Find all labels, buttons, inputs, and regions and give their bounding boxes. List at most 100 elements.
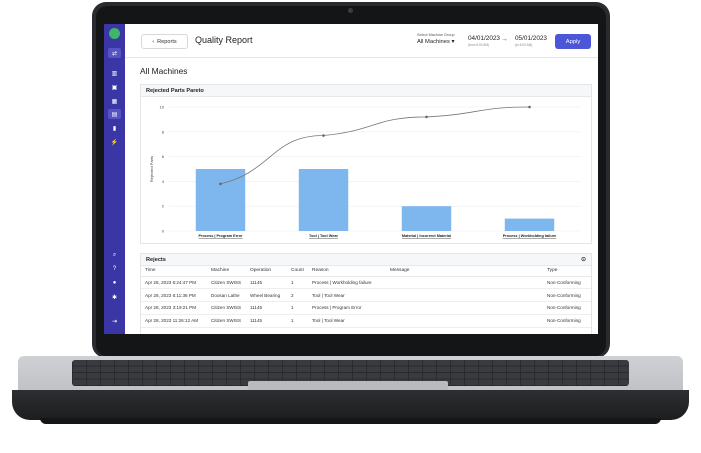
column-header-count[interactable]: Count <box>287 266 308 277</box>
cell-time: Apr 28, 2023 6:11:36 PM <box>141 288 207 303</box>
cell-count: 1 <box>287 276 308 290</box>
table-row[interactable]: Apr 28, 2023 6:24:47 PM Citizen SWISS 11… <box>141 276 591 290</box>
rejects-card-head: Rejects ⊙ <box>141 254 591 266</box>
chart-card-title: Rejected Parts Pareto <box>141 85 591 97</box>
y-tick-label: 6 <box>162 154 165 159</box>
cell-reason: Tool | Tool Wear <box>308 314 386 328</box>
date-to-subtext: (to 6:00 AM) <box>515 43 533 47</box>
bar <box>504 218 555 231</box>
table-row[interactable]: Apr 28, 2023 6:11:36 PM Doosan Lathe Whe… <box>141 288 591 303</box>
machine-group-value: All Machines <box>417 39 450 45</box>
date-to-field[interactable]: 05/01/2023 <box>515 35 547 42</box>
cell-operation: 11145 <box>246 301 287 315</box>
machine-group-label: Select Machine Group <box>417 33 455 37</box>
report-icon[interactable]: ▣ <box>111 84 118 91</box>
shuffle-icon[interactable]: ⇄ <box>108 48 121 58</box>
top-bar: ‹ Reports Quality Report Select Machine … <box>125 24 598 58</box>
cell-message <box>386 288 543 303</box>
cell-reason: Tool | Tool Wear <box>308 288 386 303</box>
date-from-field[interactable]: 04/01/2023 <box>468 35 500 42</box>
cell-machine: Citizen SWISS <box>207 276 246 290</box>
back-label: Reports <box>157 38 177 45</box>
cumulative-point <box>528 105 531 109</box>
page-title: Quality Report <box>195 35 253 45</box>
cell-operation: 11145 <box>246 314 287 328</box>
laptop-base-front <box>12 390 689 420</box>
rejects-title: Rejects <box>146 257 166 263</box>
document-icon[interactable]: ▤ <box>108 109 121 119</box>
x-tick-label: Tool | Tool Wear <box>309 234 338 238</box>
cell-message <box>386 314 543 328</box>
rejects-table: Time Machine Operation Count Reason Mess… <box>141 266 591 328</box>
column-header-type[interactable]: Type <box>543 266 591 277</box>
y-tick-label: 4 <box>162 179 165 184</box>
y-tick-label: 2 <box>162 204 165 209</box>
bar <box>298 169 349 231</box>
app-screen: ⇄ ▥ ▣ ▦ ▤ ▮ ⚡ ⌕ ? ● ✱ ⇥ ‹ Reports Qualit… <box>104 24 598 334</box>
settings-icon[interactable]: ⊙ <box>580 257 586 263</box>
chevron-down-icon: ▾ <box>451 39 455 45</box>
factory-icon[interactable]: ▥ <box>111 70 118 77</box>
y-axis-label: Rejected Parts <box>149 156 154 182</box>
cell-message <box>386 276 543 290</box>
cell-time: Apr 28, 2023 6:24:47 PM <box>141 276 207 290</box>
back-to-reports-button[interactable]: ‹ Reports <box>141 34 188 49</box>
lightning-icon[interactable]: ⚡ <box>110 139 119 146</box>
y-tick-label: 10 <box>160 105 165 110</box>
laptop-base-lip <box>40 418 661 424</box>
camera-icon <box>348 8 353 13</box>
y-tick-label: 0 <box>162 229 165 234</box>
cell-count: 1 <box>287 314 308 328</box>
cell-time: Apr 28, 2023 11:26:12 AM <box>141 314 207 328</box>
cell-machine: Doosan Lathe <box>207 288 246 303</box>
cell-reason: Process | Program Error <box>308 301 386 315</box>
cumulative-point <box>322 134 325 137</box>
search-icon[interactable]: ⌕ <box>112 251 117 258</box>
column-header-reason[interactable]: Reason <box>308 266 386 277</box>
x-tick-label: Material | Incorrect Material <box>402 234 451 238</box>
cell-count: 2 <box>287 288 308 303</box>
lock-icon[interactable]: ● <box>112 280 117 286</box>
column-header-machine[interactable]: Machine <box>207 266 246 277</box>
x-tick-label: Process | Program Error <box>199 234 243 238</box>
cell-type: Non-Conforming <box>543 288 591 303</box>
logout-icon[interactable]: ⇥ <box>111 318 118 325</box>
sidebar: ⇄ ▥ ▣ ▦ ▤ ▮ ⚡ ⌕ ? ● ✱ ⇥ <box>104 24 125 334</box>
cell-operation: Wheel Bearing <box>246 288 287 303</box>
table-row[interactable]: Apr 28, 2023 11:26:12 AM Citizen SWISS 1… <box>141 314 591 328</box>
cell-reason: Process | Workholding failure <box>308 276 386 290</box>
table-row[interactable]: Apr 28, 2023 3:19:21 PM Citizen SWISS 11… <box>141 301 591 315</box>
x-tick-label: Process | Workholding failure <box>503 234 557 238</box>
bar <box>195 169 246 231</box>
cell-type: Non-Conforming <box>543 314 591 328</box>
cell-time: Apr 28, 2023 3:19:21 PM <box>141 301 207 315</box>
cumulative-point <box>425 115 428 119</box>
table-header-row: Time Machine Operation Count Reason Mess… <box>141 266 591 277</box>
column-header-message[interactable]: Message <box>386 266 543 277</box>
bar <box>401 206 452 231</box>
cell-machine: Citizen SWISS <box>207 314 246 328</box>
cell-type: Non-Conforming <box>543 276 591 290</box>
logo-icon <box>109 28 120 39</box>
apply-button[interactable]: Apply <box>555 34 591 49</box>
column-header-operation[interactable]: Operation <box>246 266 287 277</box>
bar-chart-icon[interactable]: ▮ <box>112 125 117 132</box>
arrow-right-icon: → <box>501 36 508 43</box>
cell-machine: Citizen SWISS <box>207 301 246 315</box>
section-title: All Machines <box>140 66 188 76</box>
cell-operation: 11145 <box>246 276 287 290</box>
help-icon[interactable]: ? <box>112 266 117 272</box>
column-header-time[interactable]: Time <box>141 266 207 277</box>
y-tick-label: 8 <box>162 129 165 134</box>
calendar-icon[interactable]: ▦ <box>111 98 118 105</box>
cell-count: 1 <box>287 301 308 315</box>
cell-type: Non-Conforming <box>543 301 591 315</box>
pareto-chart-card: Rejected Parts Pareto 0 2 4 6 8 10 Rejected Pa… <box>140 84 592 244</box>
gear-icon[interactable]: ✱ <box>111 294 118 301</box>
rejects-card: Rejects ⊙ Time Machine Operation Count R… <box>140 253 592 334</box>
cumulative-point <box>219 182 222 186</box>
machine-group-select[interactable]: All Machines ▾ <box>417 39 454 45</box>
cumulative-line <box>220 106 530 185</box>
chevron-left-icon: ‹ <box>152 38 155 45</box>
